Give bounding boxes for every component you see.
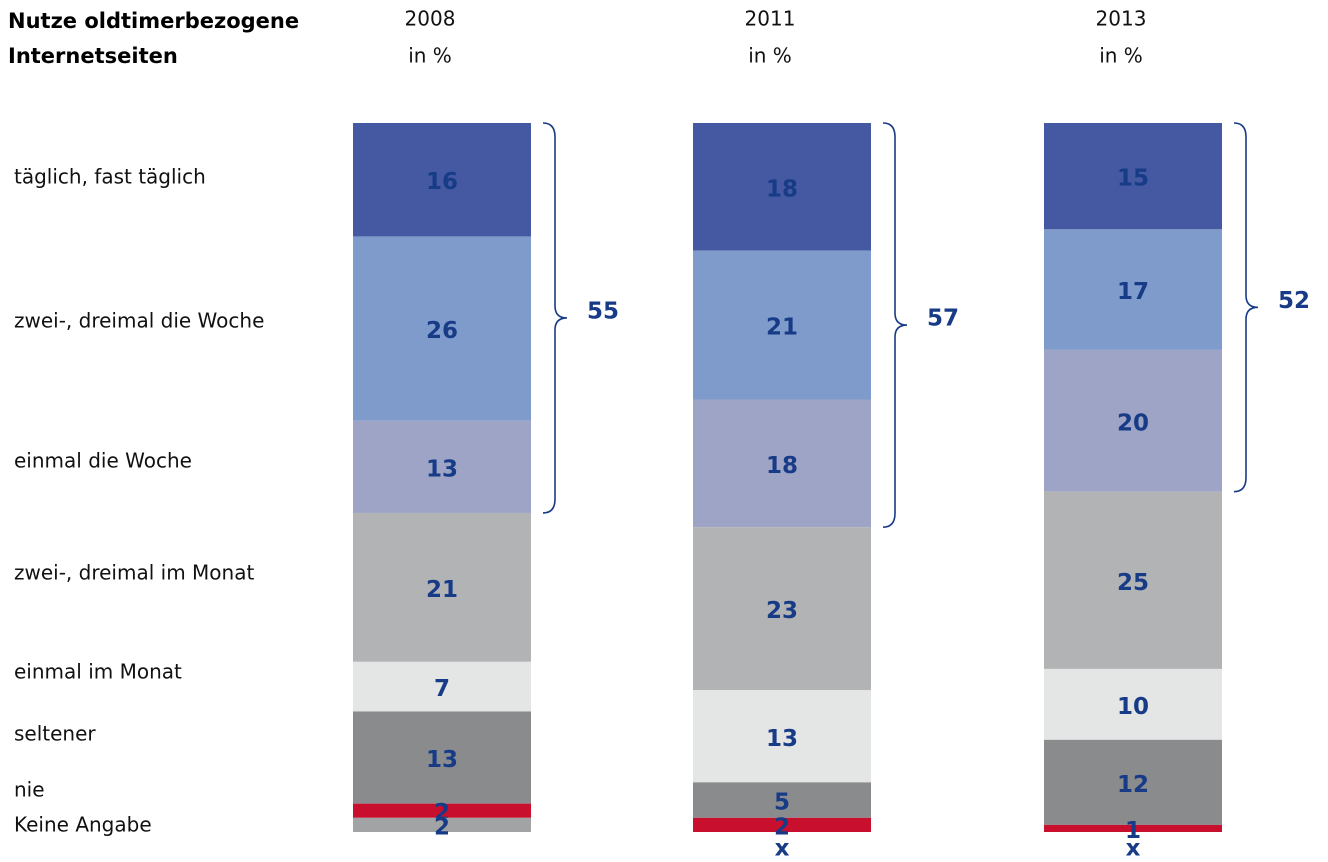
bar-segment [353, 817, 531, 832]
value-label: 18 [766, 176, 798, 202]
unit-label: in % [1099, 44, 1143, 68]
bar-segment [1044, 824, 1222, 832]
bar-segment [693, 399, 871, 528]
bar-segment [353, 123, 531, 237]
bar-segment [693, 817, 871, 832]
value-label: x [775, 836, 790, 862]
category-label: Keine Angabe [14, 813, 152, 837]
bar-segment [693, 250, 871, 400]
bar-segment [693, 527, 871, 691]
value-label: 21 [766, 315, 798, 341]
bar-segment [693, 123, 871, 251]
value-label: 10 [1117, 694, 1149, 720]
bar-segment [1044, 229, 1222, 350]
bracket-total: 55 [587, 298, 619, 324]
value-label: 16 [426, 169, 458, 195]
category-label: seltener [14, 722, 96, 746]
category-label: zwei-, dreimal die Woche [14, 309, 264, 333]
value-label: 15 [1117, 166, 1149, 192]
unit-label: in % [408, 44, 452, 68]
bracket [1233, 122, 1259, 493]
bar-segment [1044, 349, 1222, 492]
value-label: 18 [766, 453, 798, 479]
bar-segment [353, 803, 531, 818]
value-label: 13 [766, 726, 798, 752]
bar-segment [353, 420, 531, 513]
value-label: 25 [1117, 570, 1149, 596]
bar-segment [1044, 668, 1222, 740]
chart-title: Internetseiten [8, 44, 178, 68]
bar-segment [1044, 739, 1222, 825]
bar-segment [693, 782, 871, 818]
bracket [542, 122, 568, 514]
bar-segment [353, 661, 531, 712]
bracket-total: 57 [927, 306, 959, 332]
value-label: 1 [1125, 818, 1141, 844]
value-label: x [1126, 836, 1141, 862]
category-label: nie [14, 778, 45, 802]
category-label: zwei-, dreimal im Monat [14, 561, 254, 585]
bar-segment [1044, 123, 1222, 230]
value-label: 17 [1117, 279, 1149, 305]
value-label: 23 [766, 598, 798, 624]
value-label: 13 [426, 747, 458, 773]
bar-segment [353, 236, 531, 421]
value-label: 20 [1117, 410, 1149, 436]
value-label: 13 [426, 456, 458, 482]
category-label: täglich, fast täglich [14, 165, 206, 189]
unit-label: in % [748, 44, 792, 68]
bar-segment [693, 690, 871, 783]
bracket [882, 122, 908, 528]
bar-segment [1044, 491, 1222, 669]
value-label: 12 [1117, 772, 1149, 798]
value-label: 21 [426, 577, 458, 603]
category-label: einmal im Monat [14, 660, 182, 684]
value-label: 26 [426, 318, 458, 344]
value-label: 7 [434, 676, 450, 702]
value-label: 2 [774, 814, 790, 840]
value-label: 2 [434, 814, 450, 840]
year-label: 2008 [405, 7, 456, 31]
year-label: 2011 [745, 7, 796, 31]
year-label: 2013 [1096, 7, 1147, 31]
bracket-total: 52 [1278, 288, 1310, 314]
value-label: 5 [774, 790, 790, 816]
bar-segment [353, 512, 531, 662]
bar-segment [353, 711, 531, 804]
chart-title: Nutze oldtimerbezogene [8, 9, 299, 33]
category-label: einmal die Woche [14, 449, 192, 473]
